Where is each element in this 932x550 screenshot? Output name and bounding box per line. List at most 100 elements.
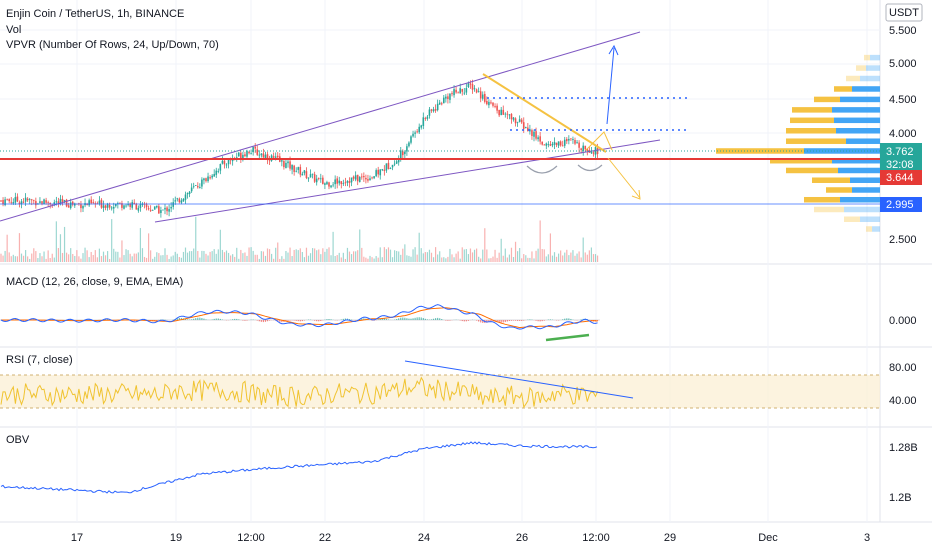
candle-body — [313, 174, 316, 182]
candle-body — [145, 204, 148, 208]
vpvr-row-up — [860, 75, 880, 82]
volume-bar — [121, 240, 123, 262]
macd-histogram-bar — [361, 318, 363, 320]
vpvr-row-down — [814, 206, 844, 213]
macd-histogram-bar — [162, 319, 164, 320]
currency-badge[interactable] — [885, 3, 923, 22]
macd-histogram-bar — [461, 320, 463, 322]
volume-bar — [57, 248, 59, 262]
macd-histogram-bar — [219, 318, 221, 320]
volume-bar — [252, 250, 254, 262]
candle-body — [395, 161, 398, 164]
vpvr-row-up — [870, 54, 880, 61]
macd-histogram-bar — [205, 319, 207, 320]
candle-body — [520, 119, 523, 123]
candle-body — [563, 139, 566, 146]
candle-body — [201, 179, 203, 187]
volume-bar — [133, 253, 135, 262]
volume-bar — [168, 258, 170, 262]
candle-body — [471, 84, 474, 90]
vpvr-row-up — [838, 167, 880, 174]
volume-bar — [314, 248, 316, 262]
candle-body — [289, 161, 291, 169]
volume-bar — [453, 257, 455, 262]
candle-body — [414, 132, 416, 134]
candle-body — [488, 101, 490, 106]
candle-body — [258, 154, 261, 156]
candle-body — [170, 206, 172, 209]
candle-body — [227, 158, 230, 165]
candle-body — [217, 170, 220, 172]
volume-bar — [383, 247, 385, 262]
volume-bar — [414, 247, 416, 262]
macd-histogram-bar — [416, 317, 418, 320]
candle-body — [219, 164, 222, 171]
macd-histogram-bar — [277, 320, 279, 322]
macd-histogram-bar — [498, 320, 500, 323]
volume-bar — [209, 251, 211, 262]
vpvr-row-down — [864, 54, 870, 61]
candle-body — [293, 165, 295, 172]
macd-histogram-bar — [418, 317, 420, 320]
candle-body — [504, 113, 507, 115]
volume-bar — [424, 252, 426, 262]
candle-body — [53, 202, 56, 205]
candle-body — [65, 199, 68, 207]
candle-body — [248, 151, 250, 154]
volume-bar — [363, 256, 365, 262]
macd-histogram-bar — [320, 320, 322, 321]
candle-body — [522, 122, 525, 129]
volume-bar — [367, 258, 369, 262]
candle-body — [119, 202, 121, 204]
volume-bar — [404, 244, 406, 262]
candle-body — [57, 201, 60, 204]
candle-body — [188, 191, 191, 194]
candle-body — [397, 159, 400, 163]
volume-bar — [211, 251, 213, 262]
candle-body — [82, 206, 84, 209]
volume-bar — [2, 255, 4, 262]
candle-body — [500, 109, 502, 116]
volume-bar — [137, 252, 139, 262]
macd-histogram-bar — [445, 320, 447, 321]
volume-bar — [275, 247, 277, 262]
macd-histogram-bar — [406, 318, 408, 320]
macd-histogram-bar — [186, 319, 189, 320]
candle-body — [174, 200, 177, 202]
volume-bar — [369, 255, 371, 262]
candle-body — [246, 150, 248, 157]
volume-bar — [322, 248, 324, 262]
volume-bar — [437, 254, 439, 262]
volume-bar — [359, 229, 361, 262]
volume-bar — [590, 247, 592, 262]
macd-histogram-bar — [211, 319, 213, 320]
volume-bar — [535, 250, 537, 262]
candle-body — [537, 137, 539, 140]
macd-histogram-bar — [387, 319, 390, 320]
macd-histogram-bar — [478, 320, 480, 322]
volume-bar — [324, 251, 326, 262]
volume-bar — [199, 257, 201, 262]
vpvr-row-down — [804, 196, 840, 203]
rsi-pane — [0, 376, 599, 409]
candle-body — [149, 209, 152, 211]
macd-histogram-bar — [402, 317, 404, 320]
volume-bar — [529, 257, 531, 262]
candle-body — [547, 144, 550, 145]
volume-bar — [510, 247, 513, 262]
volume-bar — [519, 248, 521, 262]
volume-bar — [494, 249, 496, 262]
macd-histogram-bar — [295, 320, 297, 321]
macd-histogram-bar — [508, 320, 510, 321]
volume-bar — [396, 250, 398, 262]
candle-body — [18, 202, 21, 205]
candle-body — [383, 169, 386, 171]
volume-bar — [68, 254, 70, 262]
candle-body — [305, 171, 308, 178]
candle-body — [166, 207, 168, 212]
volume-bar — [412, 249, 414, 262]
candle-body — [281, 160, 283, 162]
macd-histogram-bar — [480, 320, 482, 323]
volume-bar — [18, 233, 21, 262]
